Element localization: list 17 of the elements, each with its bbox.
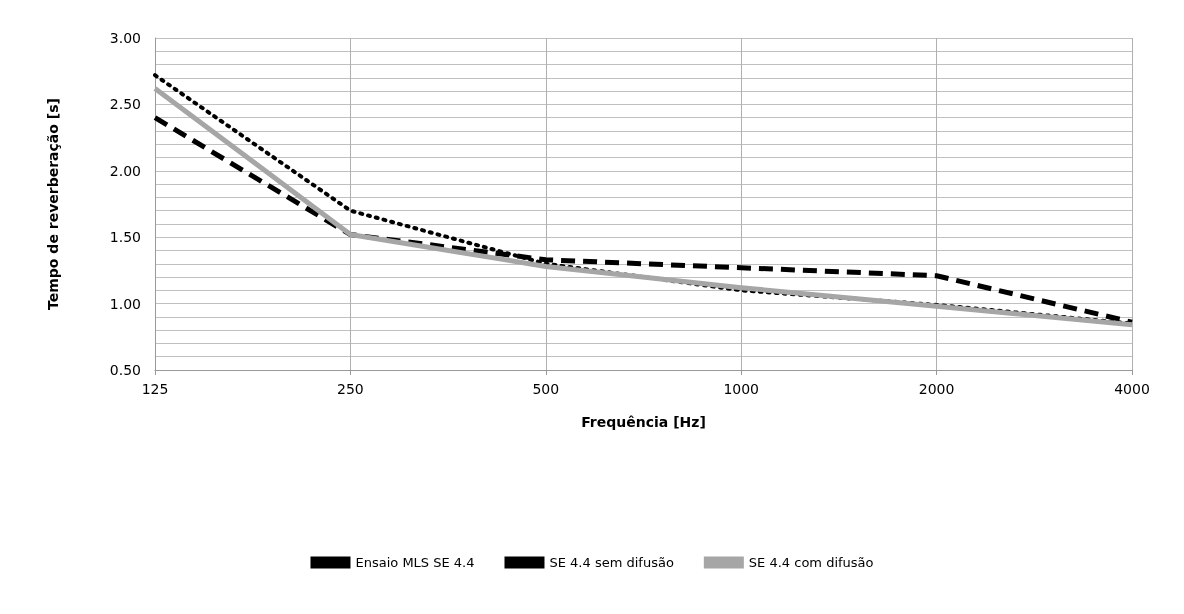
y-tick-label: 2.00 [109, 162, 141, 179]
y-tick-label: 3.00 [109, 30, 141, 46]
x-tick-label: 4000 [1114, 381, 1150, 397]
x-tick-label: 500 [532, 381, 560, 397]
x-tick-label: 1000 [723, 381, 760, 397]
y-tick-label: 1.50 [109, 229, 141, 246]
legend-label: SE 4.4 sem difusão [549, 555, 674, 570]
y-tick-label: 0.50 [109, 362, 141, 378]
x-axis-title: Frequência [Hz] [581, 414, 706, 430]
y-tick-label: 1.00 [109, 295, 141, 312]
x-tick-label: 125 [141, 381, 169, 397]
y-axis-title: Tempo de reverberação [s] [45, 98, 61, 310]
legend-label: SE 4.4 com difusão [748, 555, 874, 570]
legend-label: Ensaio MLS SE 4.4 [355, 555, 475, 570]
x-tick-label: 250 [337, 381, 364, 397]
y-tick-label: 2.50 [109, 96, 141, 113]
x-tick-label: 2000 [918, 381, 955, 397]
